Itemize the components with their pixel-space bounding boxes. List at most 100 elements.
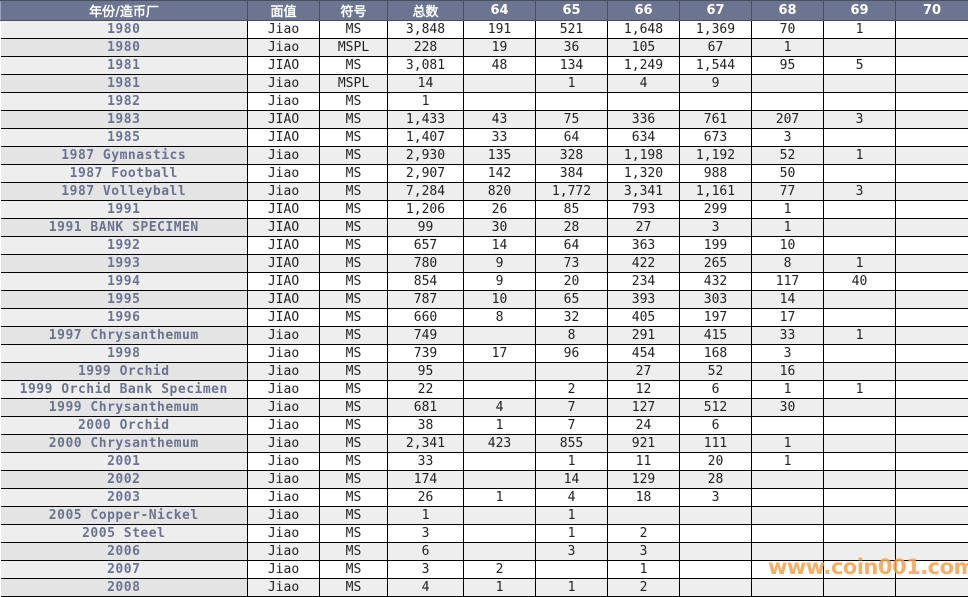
- cell-grade-67: 673: [680, 129, 752, 147]
- cell-grade-70: [896, 93, 968, 111]
- cell-grade-67: 67: [680, 39, 752, 57]
- cell-grade-64: 17: [464, 345, 536, 363]
- cell-grade-69: [824, 417, 896, 435]
- cell-grade-68: 1: [752, 39, 824, 57]
- column-header-grade-69[interactable]: 69: [824, 1, 896, 21]
- cell-year-mint: 2003: [1, 489, 248, 507]
- cell-total: 1,407: [388, 129, 464, 147]
- cell-grade-70: [896, 111, 968, 129]
- column-header-grade-70[interactable]: 70: [896, 1, 968, 21]
- cell-grade-66: 1,648: [608, 21, 680, 39]
- cell-year-mint: 2005 Steel: [1, 525, 248, 543]
- column-header-year-mint[interactable]: 年份/造币厂: [1, 1, 248, 21]
- cell-total: 749: [388, 327, 464, 345]
- cell-grade-66: 12: [608, 381, 680, 399]
- cell-total: 3: [388, 561, 464, 579]
- cell-total: 3: [388, 525, 464, 543]
- cell-grade-70: [896, 219, 968, 237]
- column-header-grade-65[interactable]: 65: [536, 1, 608, 21]
- cell-grade-67: 111: [680, 435, 752, 453]
- cell-year-mint: 2007: [1, 561, 248, 579]
- cell-grade-67: 1,192: [680, 147, 752, 165]
- cell-grade-69: [824, 399, 896, 417]
- cell-denomination: Jiao: [248, 21, 320, 39]
- cell-grade-64: 9: [464, 255, 536, 273]
- cell-grade-64: [464, 543, 536, 561]
- cell-year-mint: 1982: [1, 93, 248, 111]
- cell-total: 657: [388, 237, 464, 255]
- cell-designation: MSPL: [320, 39, 388, 57]
- cell-grade-66: 2: [608, 525, 680, 543]
- cell-grade-68: 16: [752, 363, 824, 381]
- cell-grade-69: [824, 201, 896, 219]
- cell-grade-67: [680, 525, 752, 543]
- cell-denomination: Jiao: [248, 93, 320, 111]
- cell-grade-64: 820: [464, 183, 536, 201]
- cell-year-mint: 1987 Football: [1, 165, 248, 183]
- cell-grade-68: 10: [752, 237, 824, 255]
- cell-designation: MS: [320, 219, 388, 237]
- cell-grade-69: [824, 363, 896, 381]
- cell-grade-67: 9: [680, 75, 752, 93]
- column-header-grade-67[interactable]: 67: [680, 1, 752, 21]
- cell-grade-70: [896, 363, 968, 381]
- cell-grade-66: 1,249: [608, 57, 680, 75]
- column-header-grade-68[interactable]: 68: [752, 1, 824, 21]
- cell-year-mint: 2008: [1, 579, 248, 597]
- cell-grade-66: 1,198: [608, 147, 680, 165]
- cell-year-mint: 2000 Chrysanthemum: [1, 435, 248, 453]
- cell-grade-67: 432: [680, 273, 752, 291]
- cell-total: 38: [388, 417, 464, 435]
- cell-grade-70: [896, 345, 968, 363]
- cell-designation: MS: [320, 345, 388, 363]
- column-header-grade-64[interactable]: 64: [464, 1, 536, 21]
- cell-grade-64: 10: [464, 291, 536, 309]
- cell-denomination: Jiao: [248, 525, 320, 543]
- cell-grade-65: 7: [536, 417, 608, 435]
- column-header-total[interactable]: 总数: [388, 1, 464, 21]
- cell-grade-66: 27: [608, 219, 680, 237]
- cell-grade-69: 1: [824, 255, 896, 273]
- cell-grade-64: 1: [464, 489, 536, 507]
- cell-designation: MS: [320, 453, 388, 471]
- cell-total: 1: [388, 507, 464, 525]
- cell-grade-70: [896, 579, 968, 597]
- cell-denomination: JIAO: [248, 255, 320, 273]
- column-header-designation[interactable]: 符号: [320, 1, 388, 21]
- column-header-denomination[interactable]: 面值: [248, 1, 320, 21]
- cell-grade-69: 1: [824, 21, 896, 39]
- cell-grade-65: 1: [536, 75, 608, 93]
- column-header-grade-66[interactable]: 66: [608, 1, 680, 21]
- cell-grade-70: [896, 21, 968, 39]
